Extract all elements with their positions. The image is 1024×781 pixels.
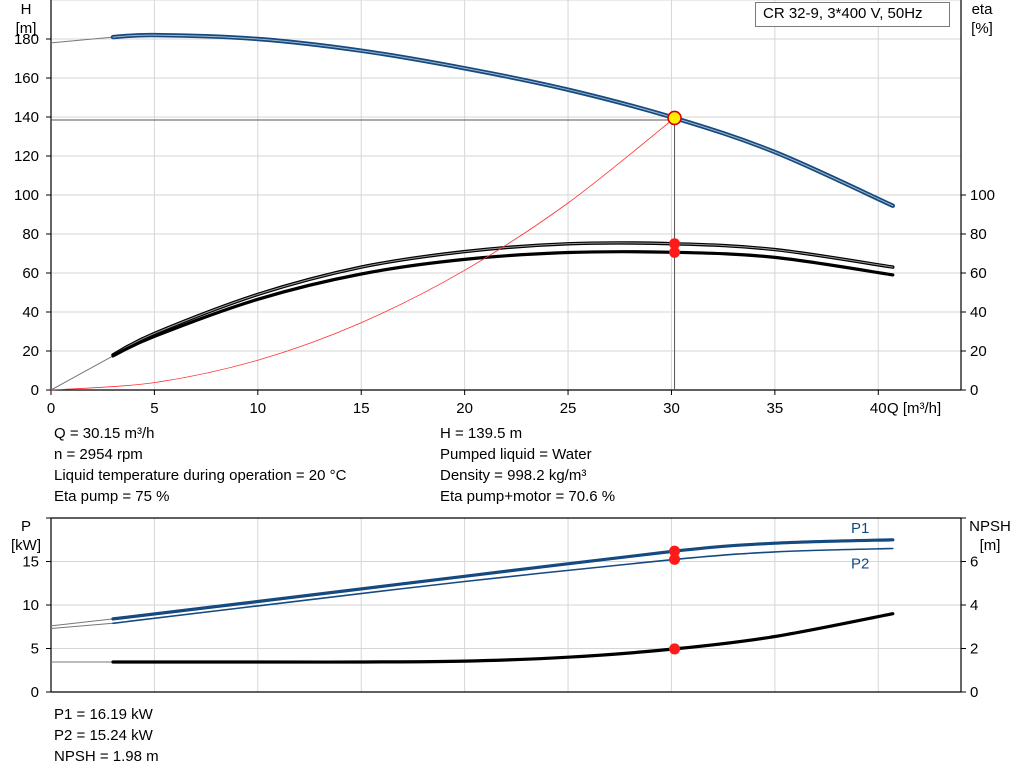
y-left-axis-label: H xyxy=(21,1,32,18)
x-tick-label: 35 xyxy=(767,400,784,417)
y-left-tick-label: 0 xyxy=(31,382,39,399)
y-left-tick-label: 140 xyxy=(14,109,39,126)
pumped-liquid-text: Pumped liquid = Water xyxy=(440,446,592,463)
x-axis-label: Q [m³/h] xyxy=(887,400,941,417)
h-curve-highlight xyxy=(112,34,894,207)
top-info-left: Q = 30.15 m³/h n = 2954 rpm Liquid tempe… xyxy=(54,423,346,507)
x-tick-label: 20 xyxy=(456,400,473,417)
eta-pump-motor-text: Eta pump+motor = 70.6 % xyxy=(440,488,616,505)
npsh-curve xyxy=(111,612,895,664)
y-left-tick-label: 40 xyxy=(22,304,39,321)
eta-pump-curve-outline xyxy=(111,241,895,357)
y-left-axis-unit: [m] xyxy=(16,20,37,37)
y-right-tick-label: 4 xyxy=(970,597,978,614)
h-extension-line xyxy=(50,36,114,44)
x-tick-label: 30 xyxy=(663,400,680,417)
y-right-tick-label: 2 xyxy=(970,641,978,658)
p2-marker xyxy=(669,553,681,565)
p1-series-label: P1 xyxy=(851,520,869,537)
p2-text: P2 = 15.24 kW xyxy=(54,727,153,744)
y-left-tick-label: 100 xyxy=(14,187,39,204)
operating-point-marker xyxy=(667,110,682,126)
p2-extension-line xyxy=(50,622,114,629)
eta-pump-motor-curve xyxy=(111,250,895,358)
top-info-right: H = 139.5 m Pumped liquid = Water Densit… xyxy=(440,423,615,507)
y-left-tick-label: 10 xyxy=(22,597,39,614)
head-text: H = 139.5 m xyxy=(440,425,523,442)
liquid-temperature-text: Liquid temperature during operation = 20… xyxy=(54,467,347,484)
y-right-tick-label: 60 xyxy=(970,265,987,282)
x-tick-label: 25 xyxy=(560,400,577,417)
y-left-tick-label: 80 xyxy=(22,226,39,243)
y-right-tick-label: 6 xyxy=(970,554,978,571)
density-text: Density = 998.2 kg/m³ xyxy=(440,467,587,484)
bottom-info: P1 = 16.19 kW P2 = 15.24 kW NPSH = 1.98 … xyxy=(54,704,159,767)
eta-pump-text: Eta pump = 75 % xyxy=(54,488,170,505)
y-left-tick-label: 60 xyxy=(22,265,39,282)
p2-series-label: P2 xyxy=(851,555,869,572)
y-right-tick-label: 80 xyxy=(970,226,987,243)
x-tick-label: 0 xyxy=(47,400,55,417)
y-left-tick-label: 120 xyxy=(14,148,39,165)
y-left-axis-label: P xyxy=(21,518,31,535)
y-left-tick-label: 15 xyxy=(22,554,39,571)
eta-pump-marker xyxy=(669,238,681,250)
y-left-tick-label: 0 xyxy=(31,684,39,701)
y-right-tick-label: 40 xyxy=(970,304,987,321)
y-left-tick-label: 5 xyxy=(31,641,39,658)
p2-curve xyxy=(112,547,894,625)
p1-marker xyxy=(669,545,681,557)
npsh-text: NPSH = 1.98 m xyxy=(54,748,159,765)
p1-text: P1 = 16.19 kW xyxy=(54,706,153,723)
flow-rate-text: Q = 30.15 m³/h xyxy=(54,425,155,442)
y-left-tick-label: 20 xyxy=(22,343,39,360)
x-tick-label: 40 xyxy=(870,400,887,417)
speed-text: n = 2954 rpm xyxy=(54,446,143,463)
y-right-axis-label: eta xyxy=(972,1,994,18)
y-right-tick-label: 100 xyxy=(970,187,995,204)
y-right-axis-unit: [%] xyxy=(971,20,993,37)
x-tick-label: 15 xyxy=(353,400,370,417)
npsh-marker xyxy=(669,643,681,655)
pump-model-title: CR 32-9, 3*400 V, 50Hz xyxy=(755,2,950,27)
p1-extension-line xyxy=(50,618,114,627)
p1-curve xyxy=(111,538,895,621)
x-tick-label: 10 xyxy=(249,400,266,417)
x-tick-label: 5 xyxy=(150,400,158,417)
eta-total-marker xyxy=(669,246,681,258)
y-left-axis-unit: [kW] xyxy=(11,537,41,554)
system-curve-curve xyxy=(50,117,675,391)
y-left-tick-label: 160 xyxy=(14,70,39,87)
y-right-tick-label: 20 xyxy=(970,343,987,360)
eta-pump-motor-extension-line xyxy=(50,355,114,391)
y-right-tick-label: 0 xyxy=(970,382,978,399)
y-left-tick-label: 180 xyxy=(14,31,39,48)
y-right-axis-unit: [m] xyxy=(980,537,1001,554)
eta-pump-curve-highlight xyxy=(112,242,894,356)
y-right-tick-label: 0 xyxy=(970,684,978,701)
y-right-axis-label: NPSH xyxy=(969,518,1011,535)
